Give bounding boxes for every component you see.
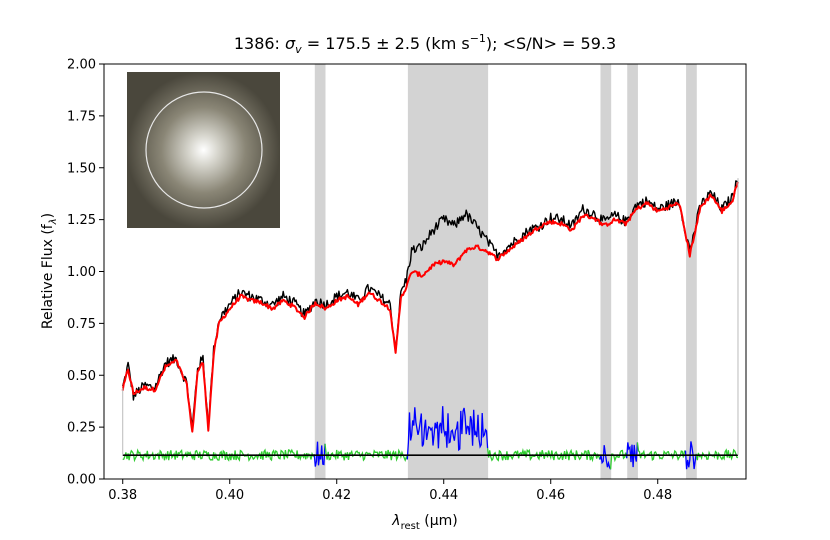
- y-axis: 0.00 0.25 0.50 0.75 1.00 1.25 1.50 1.75 2.00: [67, 58, 104, 488]
- y-tick-label: 1.50: [67, 161, 96, 176]
- model-fit-line: [121, 181, 739, 433]
- galaxy-inset-image: [127, 72, 280, 228]
- observed-spectrum-line: [122, 180, 739, 430]
- x-tick-label: 0.46: [536, 488, 565, 503]
- residual-line: [609, 449, 628, 470]
- x-tick-label: 0.42: [322, 488, 351, 503]
- masked-region: [686, 64, 697, 479]
- masked-region: [407, 64, 489, 479]
- masked-regions: [314, 64, 697, 479]
- x-tick-label: 0.44: [429, 488, 458, 503]
- masked-residual-line: [684, 441, 697, 470]
- x-tick-label: 0.38: [108, 488, 137, 503]
- y-tick-label: 1.00: [67, 265, 96, 280]
- y-tick-label: 1.25: [67, 213, 96, 228]
- y-tick-label: 0.50: [67, 369, 96, 384]
- chart-title: 1386: σv = 175.5 ± 2.5 (km s−1); <S/N> =…: [234, 32, 616, 56]
- y-tick-label: 0.00: [67, 473, 96, 488]
- masked-region: [600, 64, 612, 479]
- residual-line: [695, 448, 739, 461]
- y-axis-label: Relative Flux (fλ): [40, 213, 59, 329]
- residual-line: [486, 447, 601, 463]
- aperture-circle: [145, 91, 263, 209]
- y-tick-label: 2.00: [67, 58, 96, 73]
- x-axis: 0.38 0.40 0.42 0.44 0.46 0.48: [108, 479, 672, 503]
- y-tick-label: 1.75: [67, 109, 96, 124]
- masked-residual-line: [626, 442, 639, 468]
- masked-residual-line: [599, 445, 612, 470]
- residual-line: [122, 448, 315, 463]
- y-tick-label: 0.25: [67, 421, 96, 436]
- residual-line: [324, 443, 408, 462]
- y-tick-label: 0.75: [67, 317, 96, 332]
- masked-region: [627, 64, 638, 479]
- masked-residual-line: [406, 406, 489, 460]
- x-axis-label: λrest (μm): [391, 513, 457, 532]
- masked-region: [314, 64, 326, 479]
- x-tick-label: 0.40: [215, 488, 244, 503]
- x-tick-label: 0.48: [643, 488, 672, 503]
- residual-line: [636, 442, 686, 461]
